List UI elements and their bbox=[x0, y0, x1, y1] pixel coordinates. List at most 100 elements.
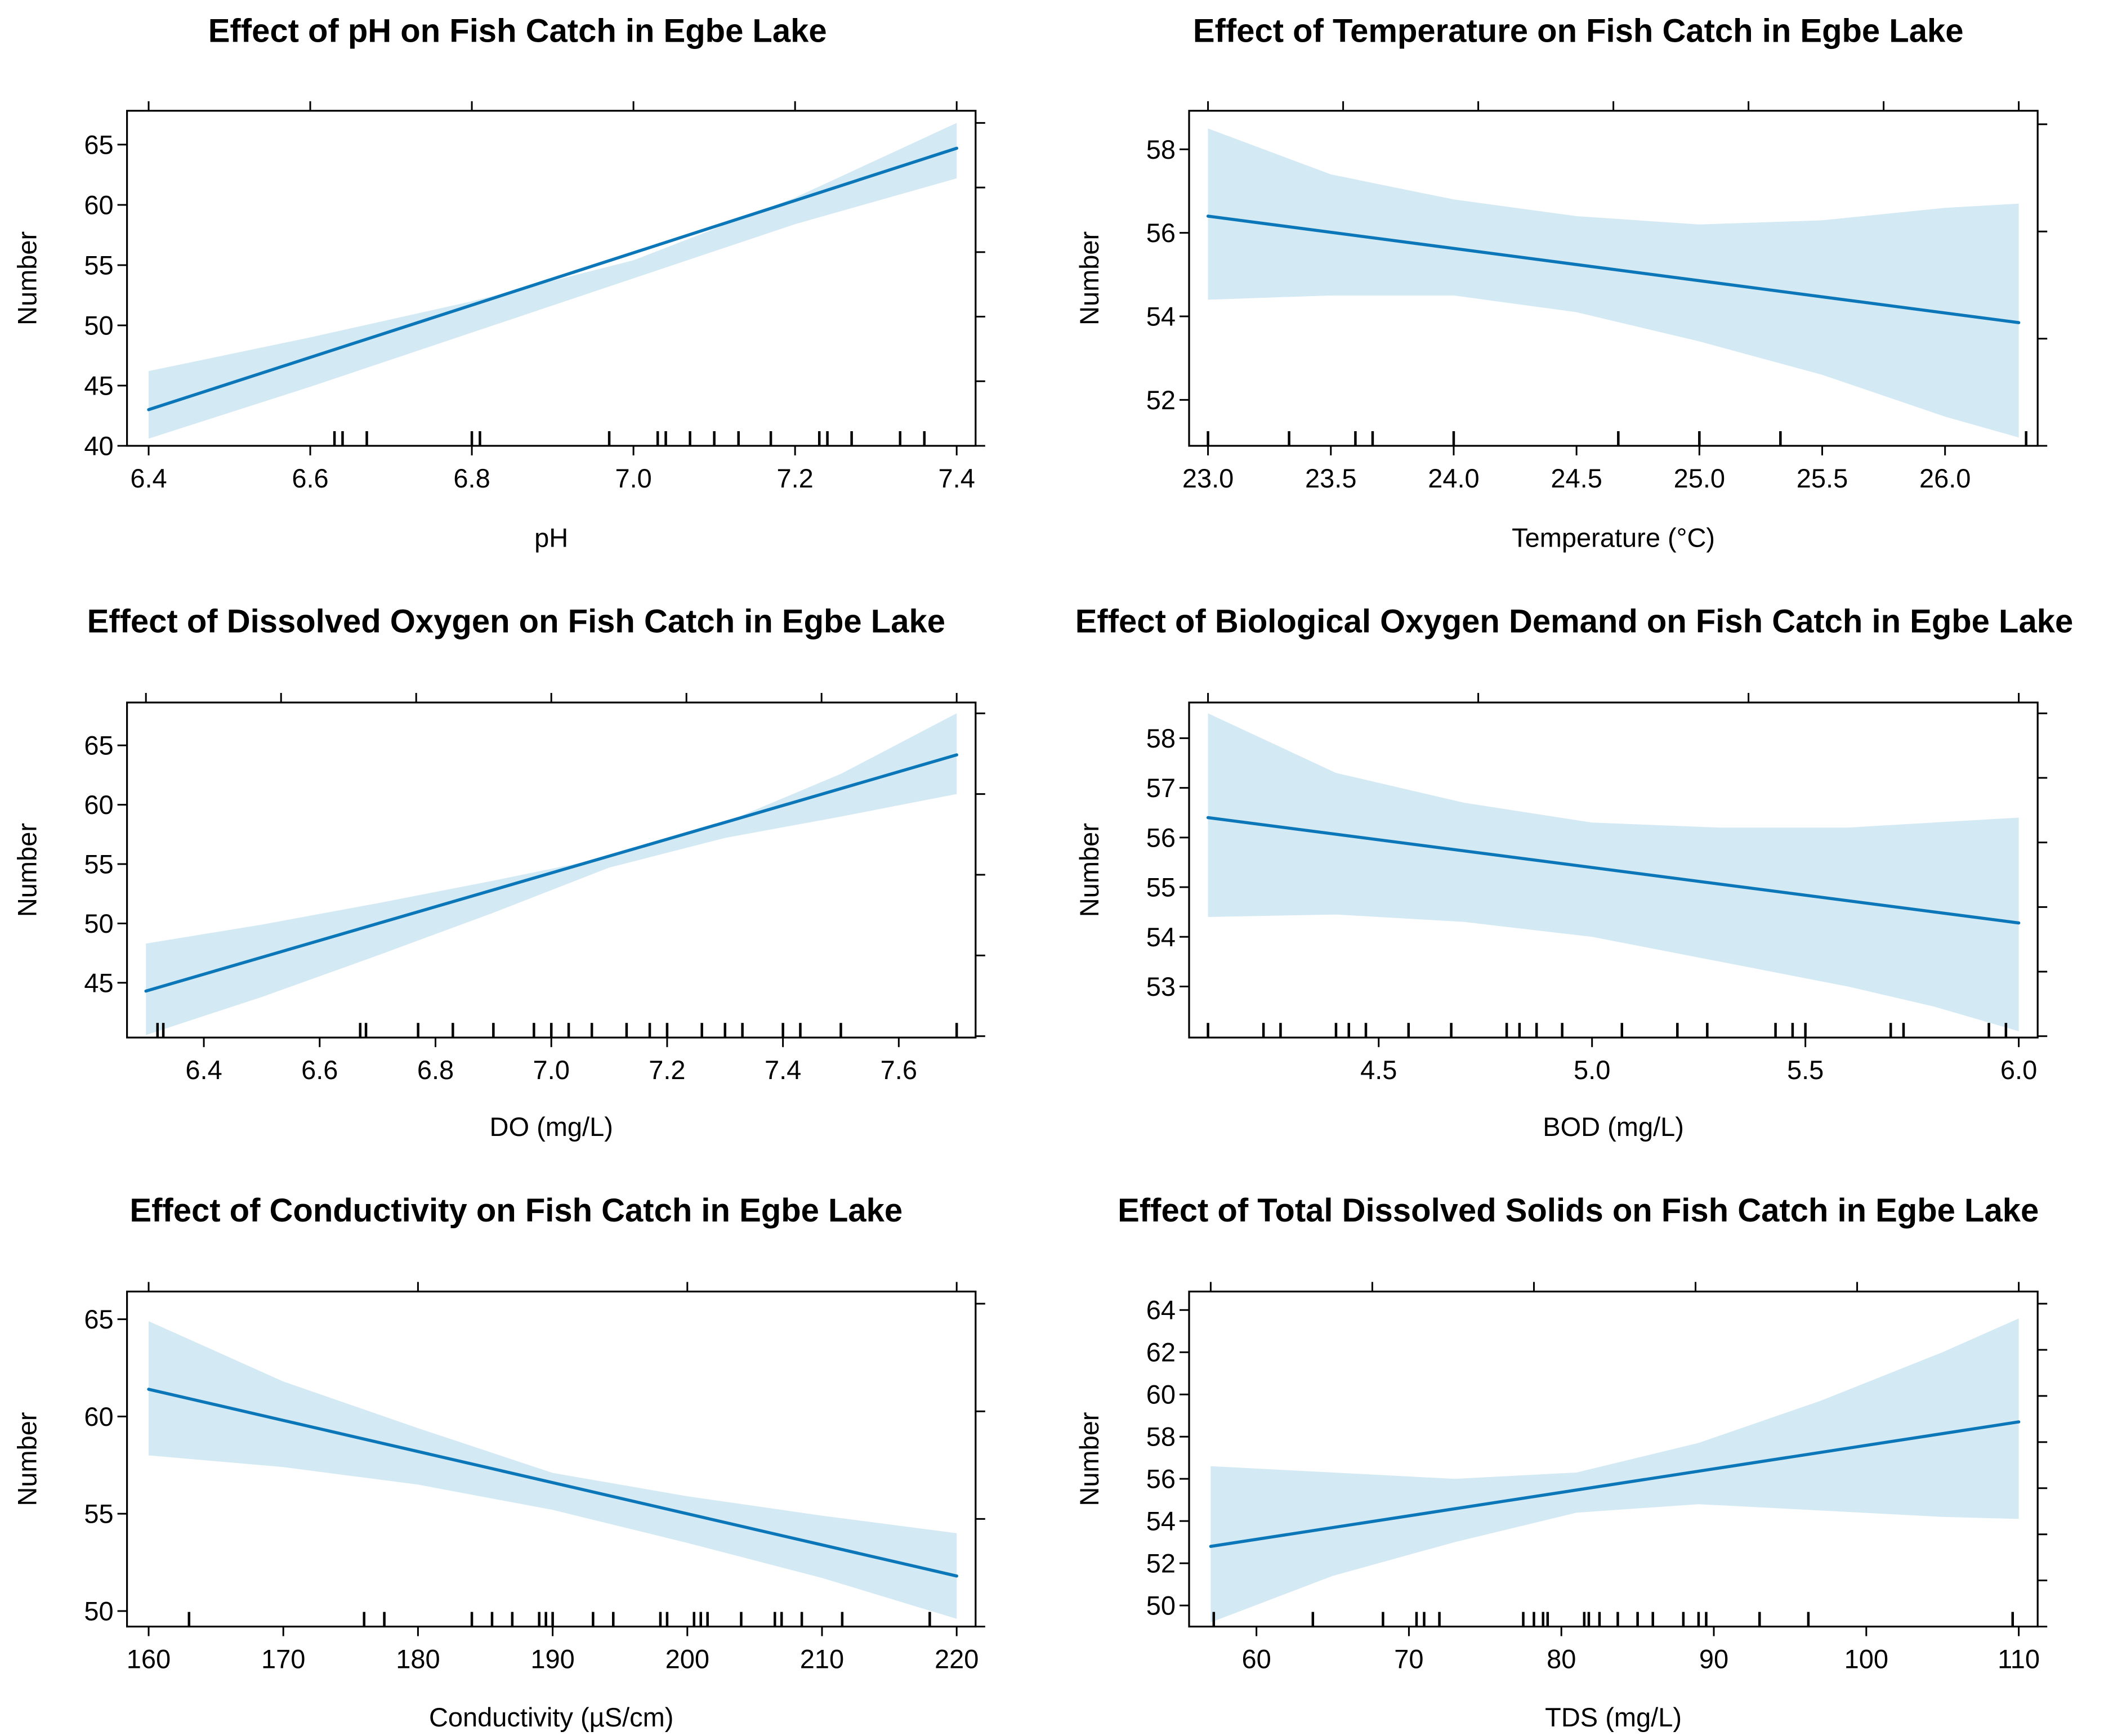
tds-y-tick-label: 60 bbox=[1146, 1380, 1176, 1410]
tds-plot-frame bbox=[1188, 1290, 2039, 1628]
temperature-x-tick-label: 24.0 bbox=[1428, 463, 1479, 493]
bod-y-tick-label: 57 bbox=[1146, 773, 1176, 803]
temperature-x-axis-label: Temperature (°C) bbox=[1512, 523, 1715, 553]
ph-panel: Effect of pH on Fish Catch in Egbe Lake 6… bbox=[12, 13, 985, 553]
conductivity-y-tick-label: 50 bbox=[84, 1596, 113, 1626]
temperature-title: Effect of Temperature on Fish Catch in E… bbox=[1193, 13, 1964, 50]
bod-confidence-band bbox=[1208, 713, 2019, 1031]
temperature-y-tick-label: 56 bbox=[1146, 218, 1176, 248]
ph-y-tick-label: 60 bbox=[84, 190, 113, 220]
bod-y-tick-label: 55 bbox=[1146, 873, 1176, 902]
temperature-panel: Effect of Temperature on Fish Catch in E… bbox=[1074, 13, 2048, 553]
bod-title: Effect of Biological Oxygen Demand on Fi… bbox=[1075, 603, 2074, 640]
conductivity-x-tick-label: 200 bbox=[665, 1644, 709, 1674]
tds-x-tick-label: 70 bbox=[1394, 1644, 1423, 1674]
do-x-tick-label: 6.4 bbox=[185, 1055, 222, 1085]
conductivity-fit-line bbox=[147, 1388, 958, 1578]
bod-x-axis-label: BOD (mg/L) bbox=[1543, 1112, 1684, 1142]
bod-y-tick-label: 53 bbox=[1146, 972, 1176, 1001]
ph-y-axis-label: Number bbox=[12, 231, 42, 325]
ph-y-tick-label: 40 bbox=[84, 431, 113, 461]
do-y-tick-label: 55 bbox=[84, 849, 113, 879]
temperature-confidence-band bbox=[1208, 128, 2019, 438]
bod-y-tick-label: 58 bbox=[1146, 723, 1176, 753]
tds-y-tick-label: 62 bbox=[1146, 1337, 1176, 1367]
temperature-x-tick-label: 23.5 bbox=[1305, 463, 1356, 493]
do-y-axis-label: Number bbox=[12, 823, 42, 917]
ph-y-tick-label: 65 bbox=[84, 129, 113, 159]
temperature-y-tick-label: 52 bbox=[1146, 385, 1176, 415]
tds-y-tick-label: 54 bbox=[1146, 1506, 1176, 1536]
ph-x-axis-label: pH bbox=[534, 523, 568, 553]
do-x-tick-label: 7.0 bbox=[533, 1055, 570, 1085]
bod-y-tick-label: 56 bbox=[1146, 822, 1176, 852]
conductivity-x-tick-label: 190 bbox=[530, 1644, 574, 1674]
ph-y-tick-label: 50 bbox=[84, 310, 113, 340]
conductivity-plot-frame bbox=[126, 1290, 977, 1628]
tds-x-axis-label: TDS (mg/L) bbox=[1545, 1702, 1682, 1732]
conductivity-x-tick-label: 160 bbox=[127, 1644, 171, 1674]
conductivity-y-tick-label: 55 bbox=[84, 1499, 113, 1529]
do-x-axis-label: DO (mg/L) bbox=[490, 1112, 613, 1142]
bod-panel: Effect of Biological Oxygen Demand on Fi… bbox=[1074, 603, 2073, 1142]
tds-x-tick-label: 80 bbox=[1547, 1644, 1576, 1674]
do-x-tick-label: 6.6 bbox=[301, 1055, 338, 1085]
temperature-y-tick-label: 58 bbox=[1146, 135, 1176, 164]
bod-x-tick-label: 4.5 bbox=[1360, 1055, 1397, 1085]
conductivity-x-tick-label: 180 bbox=[396, 1644, 440, 1674]
tds-y-tick-label: 58 bbox=[1146, 1422, 1176, 1452]
ph-fit-line bbox=[147, 146, 958, 411]
conductivity-y-tick-label: 65 bbox=[84, 1304, 113, 1334]
tds-title: Effect of Total Dissolved Solids on Fish… bbox=[1118, 1192, 2039, 1229]
ph-title: Effect of pH on Fish Catch in Egbe Lake bbox=[208, 13, 827, 50]
ph-x-tick-label: 6.6 bbox=[292, 463, 328, 493]
temperature-x-tick-label: 26.0 bbox=[1919, 463, 1971, 493]
do-title: Effect of Dissolved Oxygen on Fish Catch… bbox=[87, 603, 945, 640]
ph-x-tick-label: 7.2 bbox=[776, 463, 813, 493]
tds-x-tick-label: 90 bbox=[1699, 1644, 1728, 1674]
ph-y-tick-label: 45 bbox=[84, 370, 113, 400]
ph-x-tick-label: 7.0 bbox=[615, 463, 651, 493]
tds-y-axis-label: Number bbox=[1074, 1412, 1104, 1506]
ph-y-tick-label: 55 bbox=[84, 250, 113, 280]
do-panel: Effect of Dissolved Oxygen on Fish Catch… bbox=[12, 603, 985, 1142]
conductivity-x-tick-label: 170 bbox=[261, 1644, 305, 1674]
do-x-tick-label: 7.2 bbox=[649, 1055, 685, 1085]
tds-y-tick-label: 64 bbox=[1146, 1295, 1176, 1325]
tds-x-tick-label: 110 bbox=[1998, 1644, 2040, 1674]
temperature-fit-line bbox=[1206, 214, 2021, 324]
tds-y-tick-label: 52 bbox=[1146, 1549, 1176, 1578]
bod-y-tick-label: 54 bbox=[1146, 922, 1176, 952]
do-y-tick-label: 65 bbox=[84, 731, 113, 760]
do-x-tick-label: 7.6 bbox=[881, 1055, 917, 1085]
bod-x-tick-label: 5.5 bbox=[1787, 1055, 1824, 1085]
do-y-tick-label: 45 bbox=[84, 968, 113, 997]
do-x-tick-label: 7.4 bbox=[765, 1055, 801, 1085]
bod-x-tick-label: 5.0 bbox=[1574, 1055, 1610, 1085]
do-x-tick-label: 6.8 bbox=[417, 1055, 454, 1085]
ph-confidence-band bbox=[149, 123, 957, 439]
temperature-y-tick-label: 54 bbox=[1146, 302, 1176, 332]
conductivity-panel: Effect of Conductivity on Fish Catch in … bbox=[12, 1192, 985, 1732]
conductivity-confidence-band bbox=[149, 1321, 957, 1619]
conductivity-x-tick-label: 220 bbox=[935, 1644, 979, 1674]
tds-x-tick-label: 100 bbox=[1844, 1644, 1888, 1674]
conductivity-x-axis-label: Conductivity (µS/cm) bbox=[429, 1702, 674, 1732]
do-fit-line bbox=[144, 753, 958, 993]
tds-y-tick-label: 56 bbox=[1146, 1464, 1176, 1494]
tds-x-tick-label: 60 bbox=[1241, 1644, 1271, 1674]
ph-plot-frame bbox=[126, 110, 977, 447]
bod-plot-frame bbox=[1188, 701, 2039, 1039]
do-y-tick-label: 60 bbox=[84, 790, 113, 820]
ph-x-tick-label: 6.8 bbox=[453, 463, 490, 493]
temperature-x-tick-label: 25.5 bbox=[1797, 463, 1848, 493]
temperature-x-tick-label: 23.0 bbox=[1182, 463, 1234, 493]
temperature-y-axis-label: Number bbox=[1074, 231, 1104, 325]
ph-x-tick-label: 7.4 bbox=[939, 463, 975, 493]
ph-x-tick-label: 6.4 bbox=[130, 463, 167, 493]
bod-y-axis-label: Number bbox=[1074, 823, 1104, 917]
do-y-tick-label: 50 bbox=[84, 909, 113, 938]
conductivity-y-tick-label: 60 bbox=[84, 1402, 113, 1431]
tds-fit-line bbox=[1209, 1420, 2021, 1548]
tds-y-tick-label: 50 bbox=[1146, 1591, 1176, 1621]
